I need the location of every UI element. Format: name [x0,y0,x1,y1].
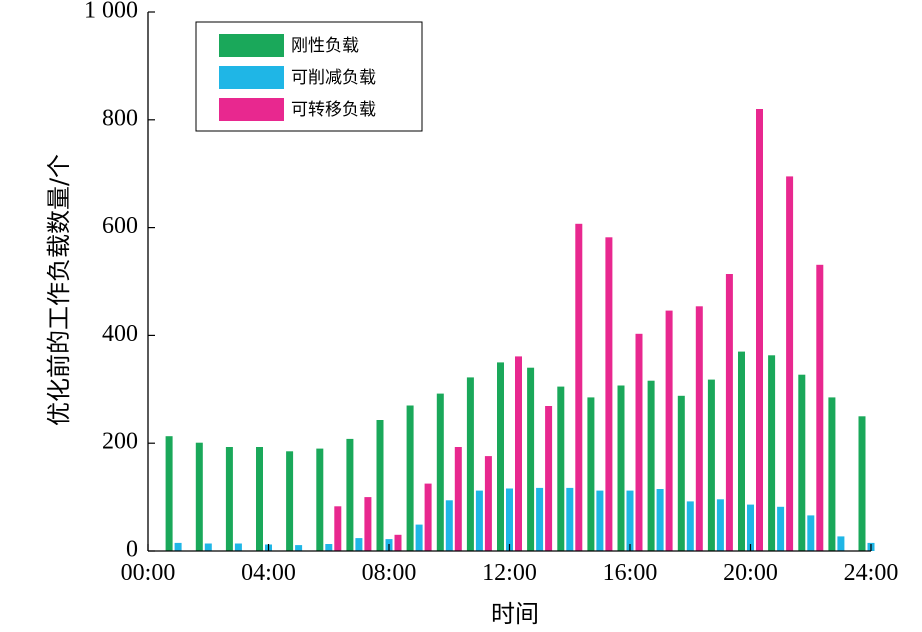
y-tick-label: 800 [102,105,138,131]
bar-series-3-hour-9 [424,483,432,551]
bar-series-2-hour-12 [506,488,513,551]
bar-series-2-hour-19 [716,499,724,551]
bar-series-3-hour-10 [454,447,462,551]
bar-series-3-hour-16 [635,333,643,551]
bar-series-1-hour-7 [346,438,354,551]
bar-series-2-hour-21 [777,506,785,551]
bar-series-1-hour-21 [768,355,776,551]
x-tick-label: 12:00 [482,560,537,586]
bar-series-1-hour-23 [828,397,836,551]
legend-label-series-3: 可转移负载 [291,100,376,120]
bar-series-2-hour-18 [686,501,694,551]
plot-area [165,109,875,552]
bar-series-3-hour-13 [545,406,553,551]
bar-series-1-hour-14 [557,386,565,551]
bar-series-1-hour-16 [617,385,625,551]
bar-series-3-hour-19 [725,274,733,551]
x-axis-title: 时间 [491,600,539,628]
bar-series-2-hour-17 [656,489,664,551]
bar-series-1-hour-24 [858,416,866,552]
bar-series-3-hour-15 [605,237,613,552]
bar-series-3-hour-7 [364,497,372,551]
bar-series-1-hour-8 [376,420,384,551]
bar-series-1-hour-18 [677,395,685,551]
bar-series-2-hour-6 [325,544,333,551]
bar-series-2-hour-1 [174,542,182,551]
x-tick-label: 24:00 [844,560,899,586]
bar-series-2-hour-22 [807,515,815,551]
bar-series-3-hour-6 [334,506,342,551]
x-tick-label: 16:00 [603,560,658,586]
bar-series-2-hour-2 [204,543,212,551]
y-axis-ticks: 0 200 400 600 800 1 000 [84,0,155,563]
bar-series-3-hour-11 [484,456,492,551]
bar-series-2-hour-9 [415,524,423,551]
bar-series-1-hour-20 [738,351,745,551]
bar-series-3-hour-18 [695,306,703,551]
legend-swatch-series-2 [219,66,284,89]
bar-series-1-hour-19 [707,379,715,551]
y-tick-label: 600 [102,213,138,239]
bar-series-2-hour-14 [566,487,574,551]
bar-series-2-hour-16 [626,490,634,551]
bar-series-3-hour-14 [575,223,583,552]
legend-label-series-1: 刚性负载 [291,36,359,56]
bar-series-2-hour-15 [596,490,604,551]
bar-series-2-hour-11 [475,490,483,551]
bar-series-1-hour-13 [527,367,535,551]
bar-series-1-hour-15 [587,397,595,551]
x-tick-label: 20:00 [723,560,778,586]
bar-series-3-hour-21 [786,176,794,551]
bar-series-2-hour-3 [234,543,242,551]
bar-series-1-hour-5 [286,451,294,551]
y-tick-label: 1 000 [84,0,138,24]
bar-series-1-hour-1 [165,436,173,551]
bar-series-3-hour-20 [756,109,763,551]
bar-series-1-hour-22 [798,374,806,551]
bar-series-1-hour-2 [195,442,203,551]
y-tick-label: 200 [102,429,138,455]
y-tick-label: 0 [126,537,138,563]
bar-series-1-hour-12 [497,362,504,551]
bar-series-2-hour-20 [747,504,754,551]
legend-swatch-series-3 [219,98,284,121]
x-axis-ticks: 00:00 04:00 08:00 12:00 16:00 20:00 24:00 [121,544,899,586]
bar-series-3-hour-8 [394,534,402,551]
bar-series-1-hour-17 [647,380,655,551]
bar-series-3-hour-17 [665,310,673,551]
bar-series-3-hour-12 [515,356,522,551]
bar-series-1-hour-9 [406,405,414,551]
bar-series-2-hour-23 [837,536,845,551]
bar-series-2-hour-10 [445,500,453,551]
y-tick-label: 400 [102,321,138,347]
bar-series-2-hour-7 [355,538,363,551]
bar-series-1-hour-6 [316,448,324,551]
bar-series-1-hour-4 [256,447,263,551]
bar-series-1-hour-11 [466,377,474,551]
x-tick-label: 00:00 [121,560,176,586]
bar-series-1-hour-10 [436,393,444,551]
x-tick-label: 04:00 [241,560,296,586]
bar-series-1-hour-3 [225,447,233,551]
legend-swatch-series-1 [219,34,284,57]
x-tick-label: 08:00 [362,560,417,586]
legend-label-series-2: 可削减负载 [291,68,376,88]
bar-series-2-hour-5 [295,545,303,551]
y-axis-title: 优化前的工作负载数量/个 [45,154,73,426]
bar-series-3-hour-22 [816,264,824,551]
bar-series-2-hour-13 [536,487,544,551]
